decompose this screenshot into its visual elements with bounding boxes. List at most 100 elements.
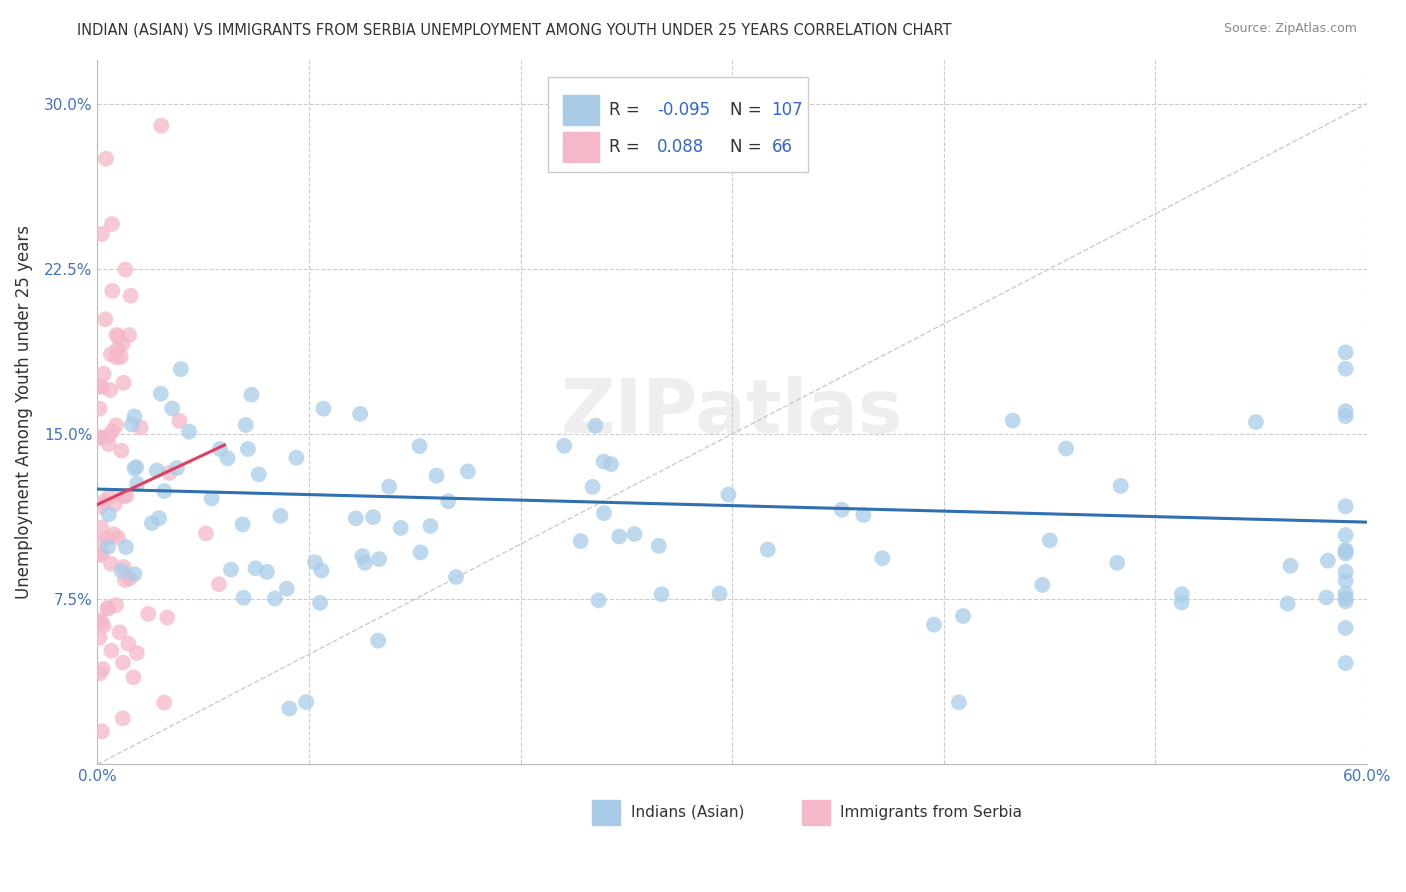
Point [97, 540, 120, 554]
Point [100, 347, 122, 361]
Point [1039, 533, 1062, 548]
Point [1031, 578, 1053, 592]
Point [101, 217, 124, 231]
Point [651, 587, 673, 601]
Point [922, 617, 945, 632]
Point [157, 466, 180, 480]
Point [107, 329, 129, 343]
Point [141, 516, 163, 530]
FancyBboxPatch shape [592, 799, 620, 825]
Point [1277, 597, 1299, 611]
Point [111, 337, 134, 351]
Point [352, 549, 374, 563]
Point [312, 401, 335, 416]
Point [581, 480, 603, 494]
Point [129, 420, 152, 434]
Point [97, 437, 120, 451]
Point [100, 643, 122, 657]
Point [1315, 591, 1337, 605]
Point [156, 610, 179, 624]
Point [118, 571, 141, 585]
Point [94, 152, 117, 166]
Point [169, 414, 191, 428]
Point [153, 484, 176, 499]
Point [389, 521, 412, 535]
Text: Source: ZipAtlas.com: Source: ZipAtlas.com [1223, 22, 1357, 36]
Point [201, 491, 224, 506]
Point [100, 557, 122, 571]
Point [232, 517, 254, 532]
Point [125, 646, 148, 660]
Point [179, 425, 201, 439]
Point [1334, 361, 1357, 376]
Text: R =: R = [609, 101, 645, 120]
Point [120, 289, 142, 303]
Point [419, 519, 441, 533]
Point [127, 476, 149, 491]
Point [125, 460, 148, 475]
Point [103, 497, 125, 511]
Point [367, 633, 389, 648]
Point [1334, 656, 1357, 670]
Point [103, 527, 125, 541]
Text: R =: R = [609, 138, 645, 156]
Point [89, 379, 111, 393]
Point [852, 508, 875, 522]
Point [170, 362, 193, 376]
Point [1334, 621, 1357, 635]
Point [107, 531, 129, 545]
Point [361, 510, 384, 524]
FancyBboxPatch shape [564, 132, 599, 161]
Point [105, 598, 128, 612]
Point [269, 508, 291, 523]
Point [105, 327, 128, 342]
Point [607, 529, 630, 543]
Point [110, 564, 132, 578]
Text: N =: N = [730, 101, 766, 120]
Point [1107, 556, 1129, 570]
Point [756, 542, 779, 557]
Point [107, 342, 129, 356]
Point [236, 442, 259, 456]
Point [232, 591, 254, 605]
Point [1054, 442, 1077, 456]
Point [105, 350, 128, 364]
Point [709, 586, 731, 600]
Point [600, 457, 623, 471]
Point [295, 695, 318, 709]
Point [101, 424, 124, 438]
Point [593, 506, 616, 520]
Point [309, 596, 332, 610]
Point [1316, 554, 1339, 568]
Point [136, 607, 159, 621]
Point [1334, 500, 1357, 514]
Point [90, 615, 112, 630]
FancyBboxPatch shape [801, 799, 830, 825]
Point [569, 534, 592, 549]
Point [90, 548, 112, 562]
Point [457, 464, 479, 478]
Point [118, 328, 141, 343]
Point [111, 656, 134, 670]
Point [1334, 409, 1357, 423]
Point [90, 535, 112, 549]
Point [217, 451, 239, 466]
Point [114, 573, 136, 587]
Point [219, 563, 242, 577]
Point [89, 431, 111, 445]
Point [648, 539, 671, 553]
Point [112, 376, 135, 390]
Point [149, 386, 172, 401]
Point [89, 613, 111, 627]
Point [304, 555, 326, 569]
Point [90, 724, 112, 739]
Point [117, 637, 139, 651]
Point [148, 511, 170, 525]
Point [160, 401, 183, 416]
Point [256, 565, 278, 579]
Point [1334, 544, 1357, 558]
Point [89, 401, 111, 416]
Point [285, 450, 308, 465]
Point [1171, 587, 1194, 601]
Point [948, 695, 970, 709]
